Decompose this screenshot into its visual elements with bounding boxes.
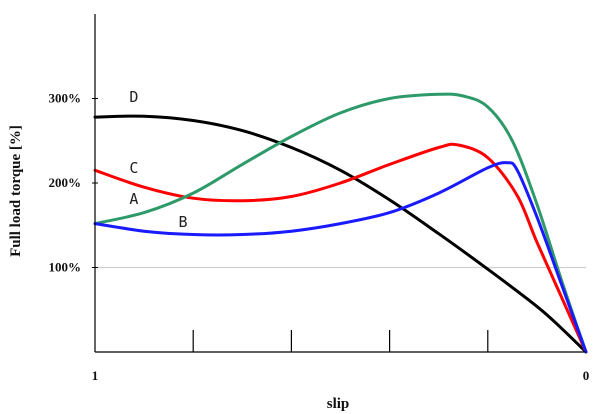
series-layer — [93, 92, 588, 354]
series-line-C — [93, 142, 588, 354]
y-tick-label-300: 300% — [49, 91, 82, 106]
y-tick-label-200: 200% — [49, 175, 82, 190]
x-tick-label-1: 1 — [92, 368, 99, 383]
series-line-A — [93, 92, 588, 354]
curve-label-C: C — [129, 159, 138, 177]
x-tick-label-0: 0 — [583, 368, 590, 383]
curve-label-B: B — [178, 213, 187, 231]
series-line-B — [93, 161, 588, 354]
curve-label-A: A — [129, 190, 138, 208]
labels-layer: D CA B — [129, 88, 187, 231]
x-axis-title: slip — [327, 396, 350, 412]
y-tick-label-100: 100% — [49, 260, 82, 275]
curve-label-D: D — [129, 88, 138, 106]
y-axis-title: Full load torque [%] — [8, 125, 24, 257]
series-line-D — [93, 114, 588, 354]
axis-layer: 100% 200% 300% 1 0 — [49, 14, 590, 383]
